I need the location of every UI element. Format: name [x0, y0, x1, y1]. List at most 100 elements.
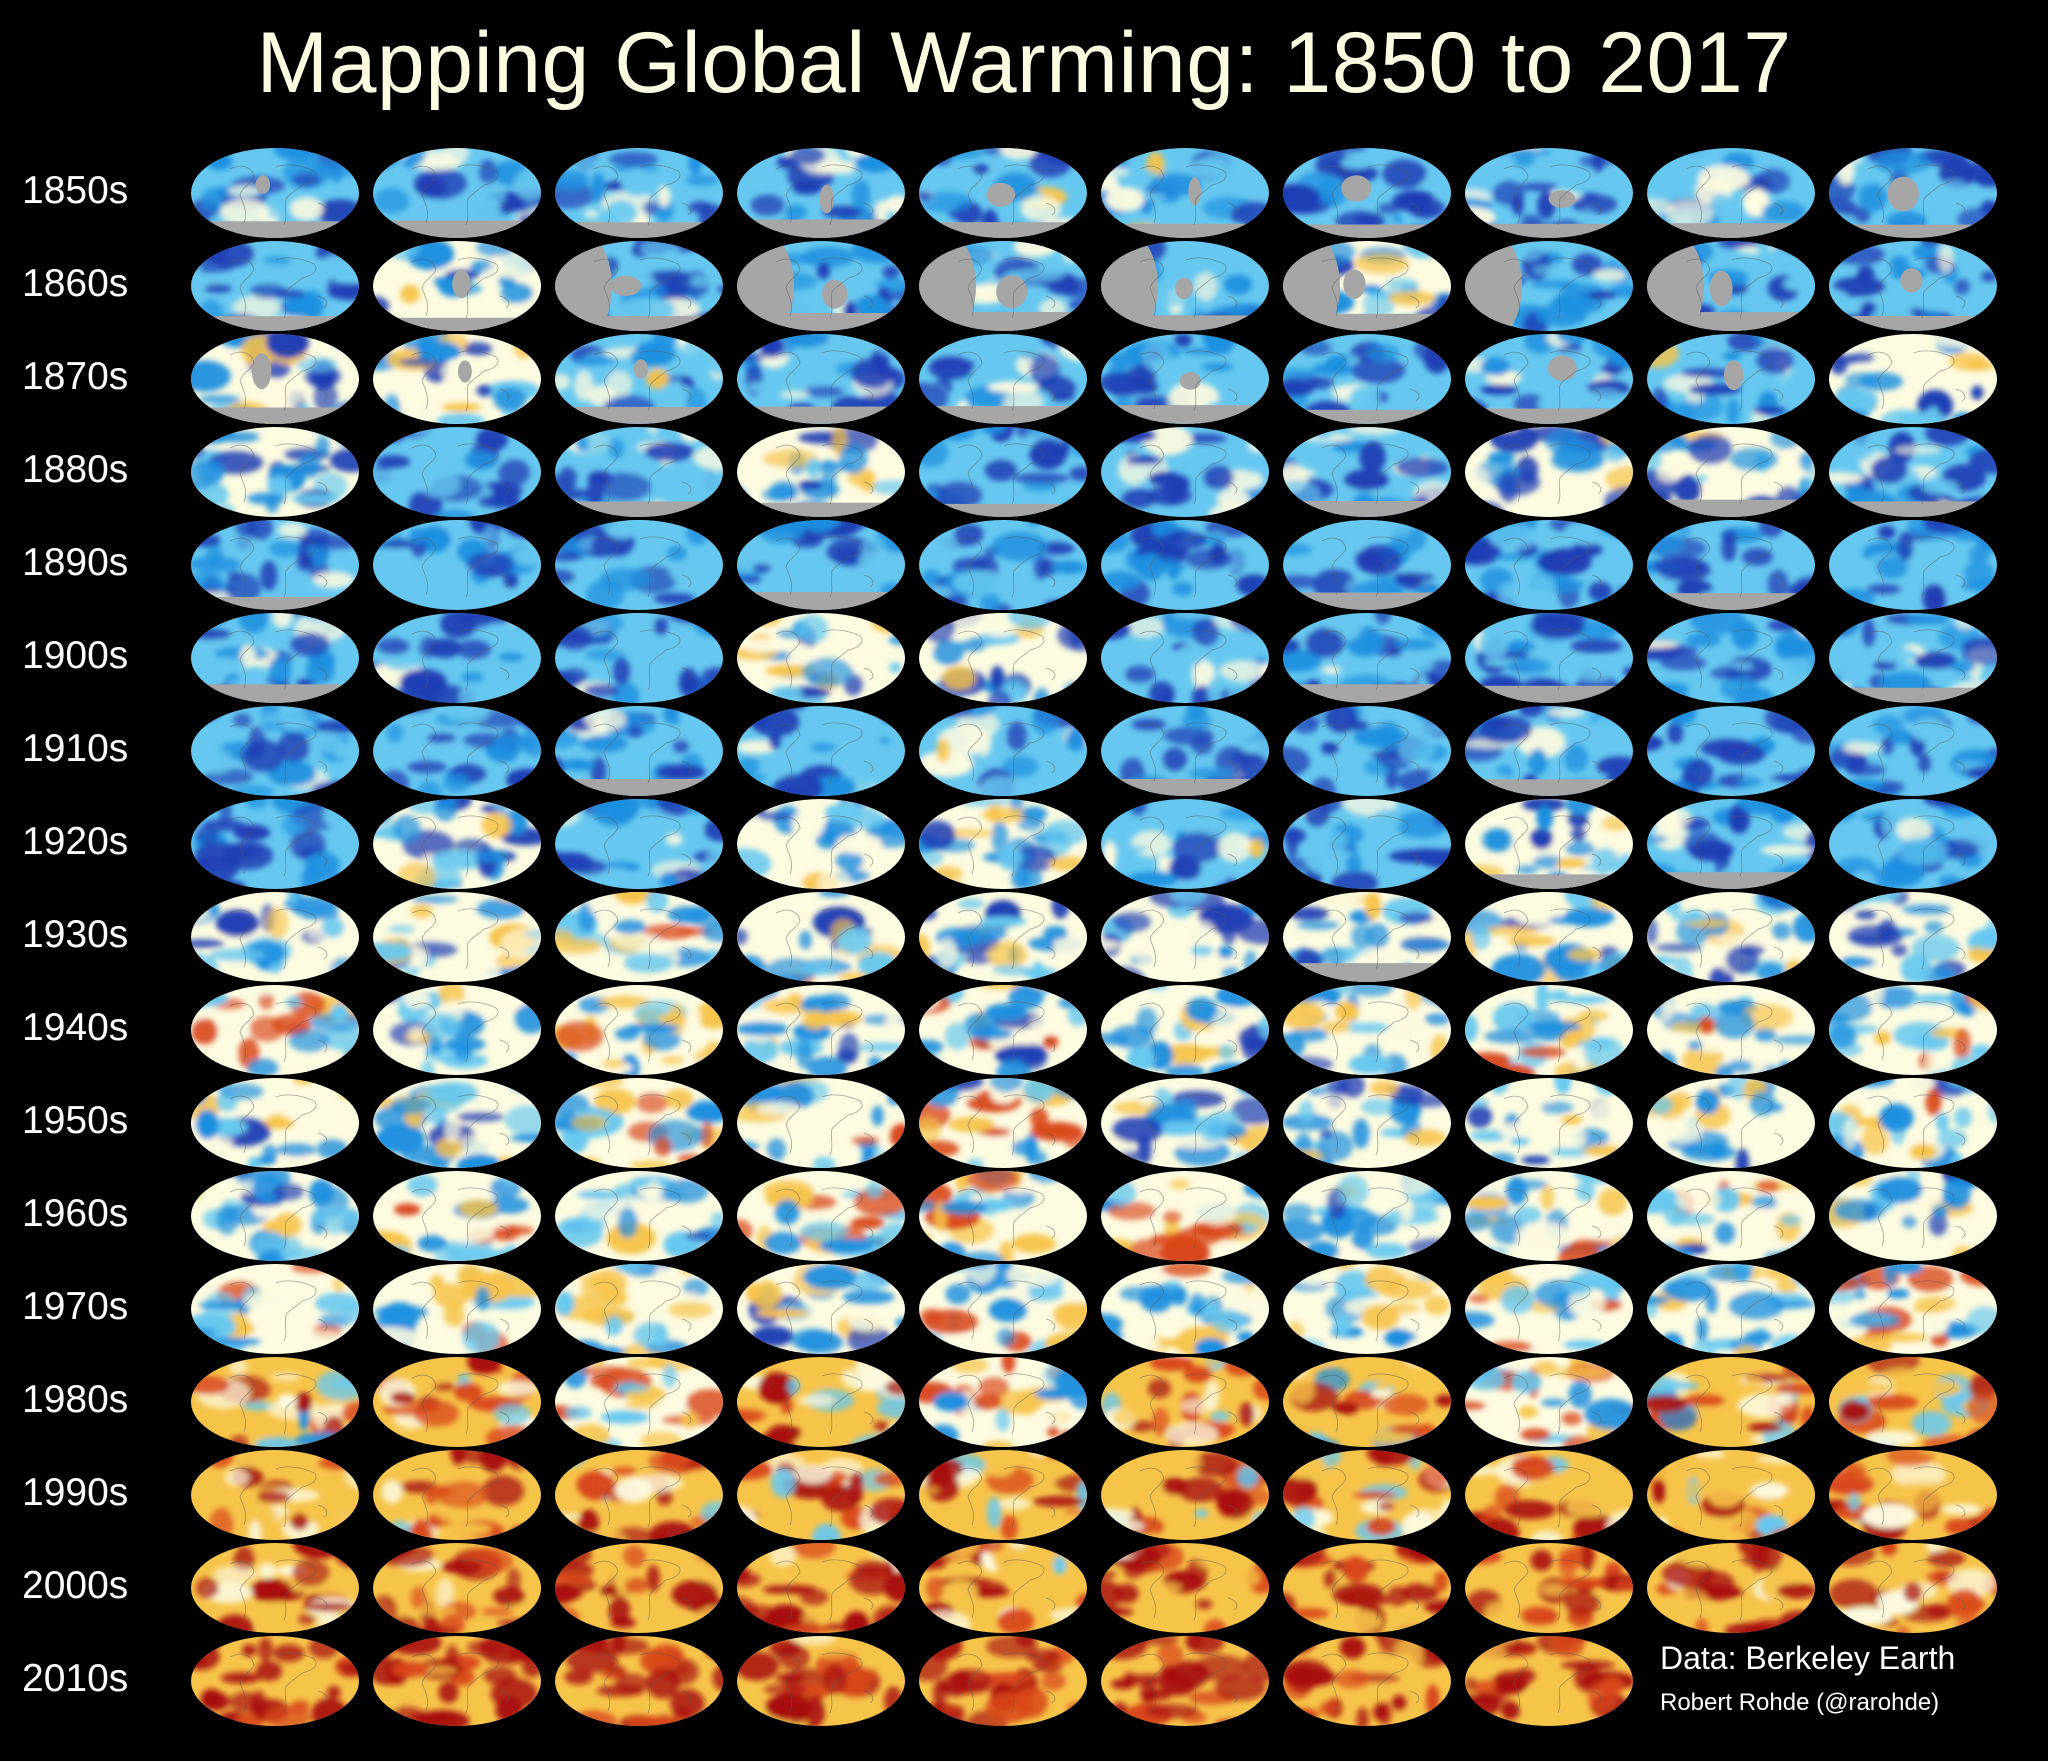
credit-data-source: Data: Berkeley Earth	[1660, 1640, 1956, 1676]
annual-temperature-map	[1464, 1356, 1634, 1448]
annual-temperature-map	[1828, 1356, 1998, 1448]
annual-temperature-map	[1464, 612, 1634, 704]
annual-temperature-map	[554, 1635, 724, 1727]
annual-temperature-map	[736, 1356, 906, 1448]
annual-temperature-map	[1100, 1170, 1270, 1262]
annual-temperature-map	[1828, 426, 1998, 518]
annual-temperature-map	[1646, 891, 1816, 983]
annual-temperature-map	[372, 147, 542, 239]
annual-temperature-map	[372, 1449, 542, 1541]
annual-temperature-map	[1100, 705, 1270, 797]
annual-temperature-map	[736, 1449, 906, 1541]
annual-temperature-map	[918, 798, 1088, 890]
annual-temperature-map	[554, 333, 724, 425]
annual-temperature-map	[918, 240, 1088, 332]
annual-temperature-map	[1100, 147, 1270, 239]
annual-temperature-map	[1464, 1635, 1634, 1727]
annual-temperature-map	[918, 891, 1088, 983]
annual-temperature-map	[190, 147, 360, 239]
annual-temperature-map	[1282, 426, 1452, 518]
credit-author: Robert Rohde (@rarohde)	[1660, 1689, 1940, 1716]
annual-temperature-map	[1282, 1542, 1452, 1634]
annual-temperature-map	[1646, 705, 1816, 797]
annual-temperature-map	[918, 1449, 1088, 1541]
annual-temperature-map	[372, 1635, 542, 1727]
annual-temperature-map	[1100, 426, 1270, 518]
annual-temperature-map	[1100, 1356, 1270, 1448]
annual-temperature-map	[1464, 891, 1634, 983]
annual-temperature-map	[1282, 1263, 1452, 1355]
annual-temperature-map	[1646, 147, 1816, 239]
annual-temperature-map	[918, 705, 1088, 797]
annual-temperature-map	[736, 240, 906, 332]
annual-temperature-map	[554, 519, 724, 611]
annual-temperature-map	[1100, 333, 1270, 425]
annual-temperature-map	[190, 240, 360, 332]
annual-temperature-map	[1646, 333, 1816, 425]
annual-temperature-map	[190, 798, 360, 890]
annual-temperature-map	[554, 426, 724, 518]
annual-temperature-map	[554, 1170, 724, 1262]
annual-temperature-map	[1100, 612, 1270, 704]
annual-temperature-map	[1100, 984, 1270, 1076]
annual-temperature-map	[554, 1263, 724, 1355]
decade-label: 1950s	[22, 1099, 129, 1142]
decade-label: 1870s	[22, 355, 129, 398]
annual-temperature-map	[736, 612, 906, 704]
annual-temperature-map	[190, 612, 360, 704]
credits: Data: Berkeley Earth Robert Rohde (@raro…	[1660, 1640, 2040, 1717]
annual-temperature-map	[918, 426, 1088, 518]
decade-label: 1850s	[22, 169, 129, 212]
decade-label: 2000s	[22, 1564, 129, 1607]
annual-temperature-map	[736, 1542, 906, 1634]
annual-temperature-map	[554, 705, 724, 797]
decade-label: 1920s	[22, 820, 129, 863]
decade-label: 1970s	[22, 1285, 129, 1328]
annual-temperature-map	[1464, 1263, 1634, 1355]
annual-temperature-map	[1464, 1542, 1634, 1634]
annual-temperature-map	[372, 426, 542, 518]
annual-temperature-map	[554, 984, 724, 1076]
annual-temperature-map	[372, 612, 542, 704]
annual-temperature-map	[1828, 147, 1998, 239]
annual-temperature-map	[1646, 1356, 1816, 1448]
annual-temperature-map	[1282, 705, 1452, 797]
annual-temperature-map	[190, 1356, 360, 1448]
annual-temperature-map	[372, 333, 542, 425]
annual-temperature-map	[1646, 426, 1816, 518]
annual-temperature-map	[372, 1542, 542, 1634]
annual-temperature-map	[1828, 1170, 1998, 1262]
annual-temperature-map	[1100, 240, 1270, 332]
annual-temperature-map	[1828, 612, 1998, 704]
annual-temperature-map	[918, 984, 1088, 1076]
annual-temperature-map	[736, 705, 906, 797]
annual-temperature-map	[736, 891, 906, 983]
annual-temperature-map	[190, 1077, 360, 1169]
annual-temperature-map	[190, 426, 360, 518]
annual-temperature-map	[1646, 612, 1816, 704]
annual-temperature-map	[190, 1635, 360, 1727]
annual-temperature-map	[1464, 240, 1634, 332]
annual-temperature-map	[1828, 1542, 1998, 1634]
annual-temperature-map	[372, 1077, 542, 1169]
annual-temperature-map	[190, 984, 360, 1076]
annual-temperature-map	[1282, 984, 1452, 1076]
annual-temperature-map	[1282, 147, 1452, 239]
annual-temperature-map	[1646, 1077, 1816, 1169]
annual-temperature-map	[190, 891, 360, 983]
annual-temperature-map	[1100, 891, 1270, 983]
annual-temperature-map	[918, 612, 1088, 704]
annual-temperature-map	[1646, 1449, 1816, 1541]
annual-temperature-map	[1646, 798, 1816, 890]
annual-temperature-map	[554, 798, 724, 890]
annual-temperature-map	[1464, 426, 1634, 518]
annual-temperature-map	[918, 1263, 1088, 1355]
annual-temperature-map	[1464, 705, 1634, 797]
decade-label: 1880s	[22, 448, 129, 491]
annual-temperature-map	[1282, 1077, 1452, 1169]
annual-temperature-map	[918, 1356, 1088, 1448]
annual-temperature-map	[1464, 798, 1634, 890]
annual-temperature-map	[1282, 519, 1452, 611]
annual-temperature-map	[372, 891, 542, 983]
